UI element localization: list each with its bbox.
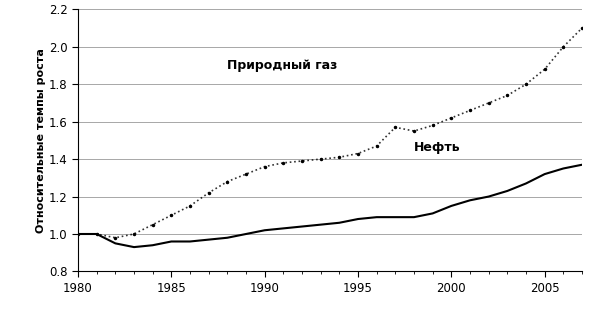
Y-axis label: Относительные темпы роста: Относительные темпы роста — [36, 48, 46, 233]
Text: Нефть: Нефть — [414, 141, 461, 154]
Text: Природный газ: Природный газ — [227, 59, 338, 72]
